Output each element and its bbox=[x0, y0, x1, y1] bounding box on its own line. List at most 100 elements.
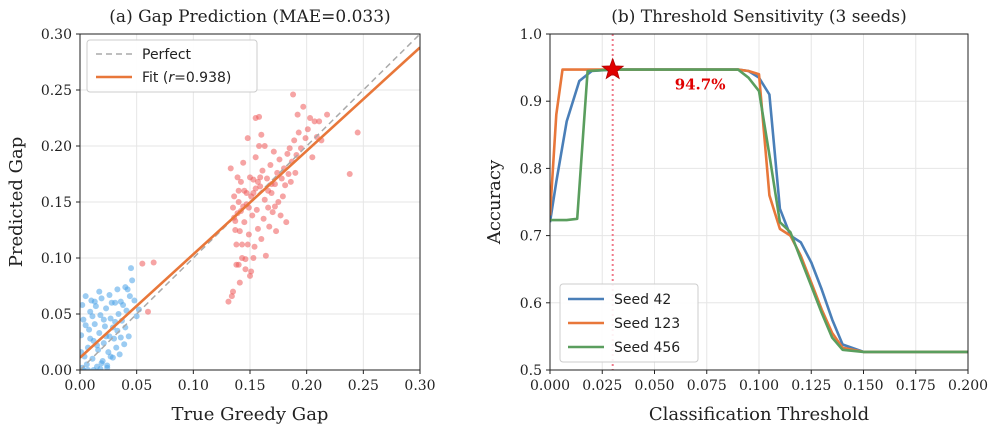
scatter-point bbox=[257, 183, 264, 190]
scatter-point bbox=[248, 193, 255, 200]
scatter-point bbox=[265, 204, 272, 211]
scatter-point bbox=[90, 367, 97, 370]
scatter-point bbox=[269, 209, 276, 216]
scatter-point bbox=[243, 190, 250, 197]
scatter-point bbox=[316, 118, 323, 125]
panel-b-title: (b) Threshold Sensitivity (3 seeds) bbox=[611, 7, 907, 27]
panel-threshold-sensitivity: (b) Threshold Sensitivity (3 seeds) 0.00… bbox=[484, 7, 988, 425]
y-tick-label: 0.6 bbox=[520, 296, 542, 312]
scatter-point bbox=[117, 298, 124, 305]
scatter-point bbox=[122, 284, 129, 291]
x-tick-label: 0.100 bbox=[739, 378, 779, 394]
panel-b-ylabel: Accuracy bbox=[484, 159, 505, 245]
panel-b-ticks: 0.000 0.025 0.050 0.075 0.100 0.125 0.150 0.175… bbox=[520, 27, 988, 394]
scatter-point bbox=[285, 171, 292, 177]
y-tick-label: 0.00 bbox=[41, 363, 72, 379]
scatter-point bbox=[346, 171, 353, 177]
scatter-point bbox=[100, 316, 107, 323]
scatter-point bbox=[253, 206, 260, 213]
x-tick-label: 0.00 bbox=[64, 378, 95, 394]
scatter-point bbox=[116, 351, 123, 358]
scatter-point bbox=[244, 135, 251, 142]
scatter-point bbox=[283, 219, 290, 226]
x-tick-label: 0.050 bbox=[634, 378, 674, 394]
scatter-point bbox=[131, 297, 138, 304]
scatter-point bbox=[251, 243, 258, 250]
scatter-point bbox=[125, 333, 132, 340]
scatter-point bbox=[252, 185, 259, 192]
scatter-point bbox=[98, 360, 105, 367]
scatter-point bbox=[126, 293, 133, 300]
y-tick-label: 0.30 bbox=[41, 27, 72, 43]
scatter-point bbox=[96, 288, 103, 295]
scatter-point bbox=[257, 174, 264, 181]
scatter-point bbox=[80, 316, 87, 323]
scatter-point bbox=[101, 323, 108, 330]
legend-fit-label: Fit (r=0.938) bbox=[142, 70, 231, 86]
scatter-point bbox=[282, 182, 289, 189]
scatter-point bbox=[286, 145, 293, 152]
scatter-point bbox=[80, 332, 85, 339]
scatter-point bbox=[83, 361, 90, 368]
scatter-point bbox=[279, 193, 286, 200]
x-tick-label: 0.125 bbox=[791, 378, 831, 394]
scatter-point bbox=[91, 298, 98, 305]
scatter-point bbox=[261, 143, 268, 149]
scatter-point bbox=[236, 228, 243, 235]
series-line-1 bbox=[550, 68, 968, 354]
y-tick-label: 0.7 bbox=[520, 229, 542, 245]
scatter-point bbox=[230, 288, 236, 295]
y-tick-label: 0.9 bbox=[520, 94, 542, 110]
scatter-point bbox=[324, 111, 331, 118]
scatter-point bbox=[248, 268, 255, 275]
y-tick-label: 0.20 bbox=[41, 139, 72, 155]
x-tick-label: 0.000 bbox=[530, 378, 570, 394]
scatter-point bbox=[254, 225, 261, 232]
scatter-point bbox=[302, 135, 309, 142]
scatter-point bbox=[241, 219, 248, 226]
scatter-point bbox=[239, 241, 246, 248]
scatter-point bbox=[230, 204, 236, 211]
scatter-point bbox=[113, 344, 120, 351]
scatter-point bbox=[244, 241, 251, 248]
scatter-point bbox=[232, 227, 239, 233]
scatter-point bbox=[234, 174, 241, 181]
y-tick-label: 0.8 bbox=[520, 161, 542, 177]
scatter-point bbox=[309, 154, 316, 161]
scatter-point bbox=[115, 311, 122, 317]
fit-line bbox=[80, 46, 420, 359]
scatter-point bbox=[274, 169, 281, 176]
scatter-point bbox=[267, 162, 274, 169]
y-tick-label: 0.15 bbox=[41, 195, 72, 211]
scatter-point bbox=[266, 223, 273, 230]
scatter-point bbox=[284, 150, 291, 157]
scatter-point bbox=[106, 291, 113, 298]
scatter-point bbox=[103, 305, 110, 312]
x-tick-label: 0.175 bbox=[896, 378, 936, 394]
scatter-point bbox=[228, 293, 235, 300]
scatter-point bbox=[291, 137, 298, 144]
scatter-point bbox=[239, 255, 246, 261]
scatter-point bbox=[89, 355, 96, 362]
scatter-point bbox=[80, 302, 86, 309]
scatter-point bbox=[235, 261, 242, 268]
scatter-point bbox=[92, 303, 99, 310]
scatter-point bbox=[354, 129, 361, 136]
scatter-point bbox=[236, 279, 243, 286]
scatter-point bbox=[95, 346, 102, 353]
scatter-point bbox=[227, 165, 234, 172]
scatter-point bbox=[105, 349, 112, 356]
scatter-point bbox=[290, 91, 297, 98]
series-line-3 bbox=[550, 68, 968, 354]
scatter-point bbox=[277, 212, 284, 219]
scatter-point bbox=[97, 312, 104, 319]
series-line-2 bbox=[550, 68, 968, 354]
legend-box bbox=[559, 283, 699, 363]
scatter-point bbox=[300, 103, 307, 110]
scatter-point bbox=[295, 129, 302, 136]
scatter-point bbox=[304, 126, 311, 133]
scatter-point bbox=[237, 178, 244, 185]
scatter-point bbox=[262, 252, 269, 259]
scatter-point bbox=[307, 115, 314, 121]
scatter-point bbox=[225, 298, 232, 305]
